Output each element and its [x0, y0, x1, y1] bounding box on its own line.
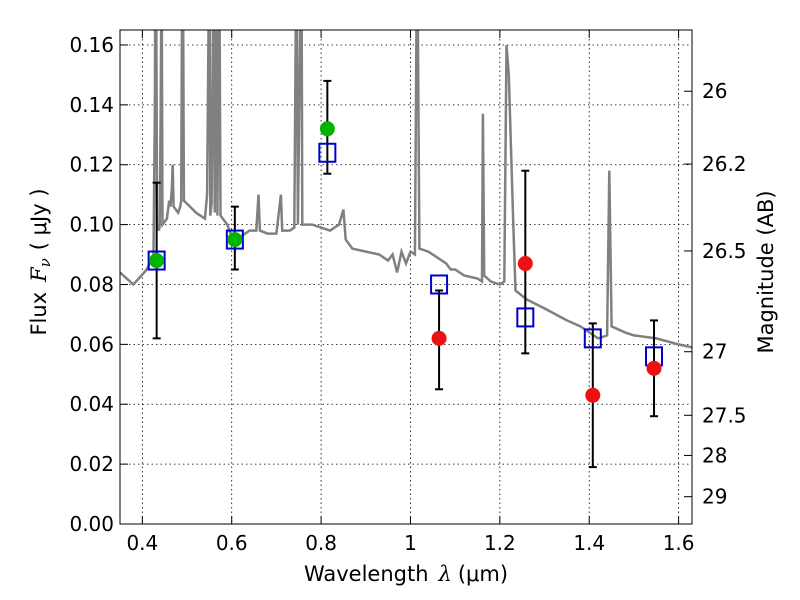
- y-tick-label: 0.10: [69, 213, 114, 237]
- y-tick-label: 0.02: [69, 452, 114, 476]
- right-axis-ticks: 26 26.2 26.5 27 27.5 28 29: [684, 79, 747, 509]
- x-tick-label: 0.6: [216, 531, 248, 555]
- x-tick-label: 1.2: [484, 531, 516, 555]
- x-tick-label: 0.4: [126, 531, 158, 555]
- low-sn-point: [646, 360, 662, 376]
- y-axis-label-subscript: ν: [36, 258, 54, 267]
- y-axis-ticks: 0.00 0.02 0.04 0.06 0.08 0.10 0.12 0.14 0.16: [69, 33, 128, 536]
- right-tick-label: 26.5: [702, 239, 747, 263]
- right-tick-label: 26.2: [702, 152, 747, 176]
- y-axis-label-unit: ( μJy ): [27, 188, 51, 250]
- y-axis-label-prefix: Flux: [27, 292, 51, 336]
- low-sn-point: [517, 256, 533, 272]
- observed-flux-markers: [149, 121, 662, 403]
- x-axis-label-prefix: Wavelength: [304, 562, 429, 586]
- x-tick-label: 1.6: [663, 531, 695, 555]
- right-axis-label: Magnitude (AB): [754, 190, 778, 353]
- model-flux-square: [225, 229, 244, 250]
- y-tick-label: 0.06: [69, 332, 114, 356]
- y-tick-label: 0.12: [69, 153, 114, 177]
- y-axis-label: Flux Fν ( μJy ): [27, 188, 54, 335]
- right-tick-label: 27.5: [702, 403, 747, 427]
- x-tick-label: 1: [404, 531, 417, 555]
- model-flux-square: [516, 307, 535, 328]
- right-tick-label: 29: [702, 485, 727, 509]
- detection-point: [227, 232, 243, 248]
- plot-background: [120, 30, 692, 524]
- right-tick-label: 27: [702, 340, 727, 364]
- template-spectrum-layer: [120, 30, 692, 349]
- x-axis-label: Wavelength λ (μm): [304, 562, 508, 586]
- x-axis-ticks: 0.4 0.6 0.8 1 1.2 1.4 1.6: [126, 30, 695, 555]
- detection-point: [149, 253, 165, 269]
- low-sn-point: [431, 330, 447, 346]
- y-tick-label: 0.00: [69, 512, 114, 536]
- plot-frame: [119, 29, 693, 525]
- template-spectrum-line: [120, 30, 692, 349]
- model-flux-square: [430, 274, 449, 295]
- y-tick-label: 0.14: [69, 93, 114, 117]
- y-tick-label: 0.04: [69, 392, 114, 416]
- detection-point: [319, 121, 335, 137]
- low-sn-point: [585, 387, 601, 403]
- x-tick-label: 0.8: [305, 531, 337, 555]
- y-tick-label: 0.16: [69, 33, 114, 57]
- x-axis-label-unit: (μm): [458, 562, 508, 586]
- x-tick-label: 1.4: [573, 531, 605, 555]
- model-flux-square: [147, 250, 166, 271]
- model-flux-square: [583, 328, 602, 349]
- right-tick-label: 28: [702, 443, 727, 467]
- y-tick-label: 0.08: [69, 272, 114, 296]
- model-flux-square: [318, 142, 337, 163]
- y-axis-label-symbol: F: [27, 266, 51, 283]
- x-axis-label-symbol: λ: [438, 562, 452, 586]
- right-tick-label: 26: [702, 79, 727, 103]
